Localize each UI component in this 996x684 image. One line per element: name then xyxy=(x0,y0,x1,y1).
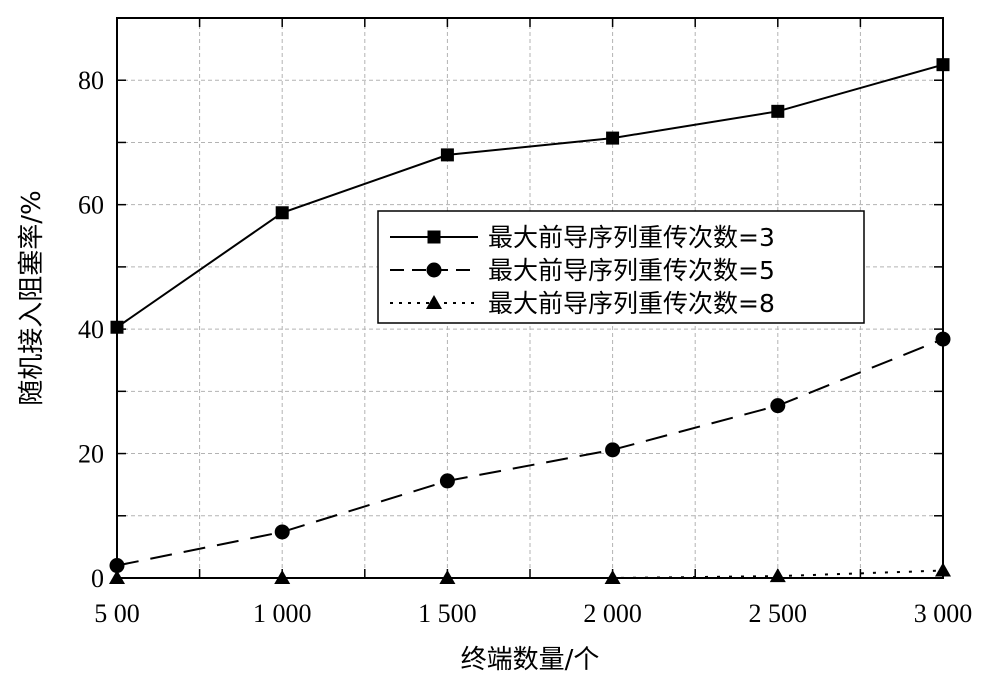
data-point-circle xyxy=(439,473,455,489)
y-tick-label: 60 xyxy=(78,191,104,220)
data-point-circle xyxy=(426,262,442,278)
data-point-triangle xyxy=(439,570,456,584)
data-point-square xyxy=(427,230,441,244)
series-2 xyxy=(109,331,951,574)
x-tick-label: 1 000 xyxy=(253,599,312,628)
y-tick-label: 80 xyxy=(78,66,104,95)
series-line xyxy=(116,63,944,329)
legend-entry-1: 最大前导序列重传次数=3 xyxy=(390,223,775,252)
x-tick-label: 2 000 xyxy=(583,599,642,628)
data-point-circle xyxy=(605,442,621,458)
data-point-square xyxy=(275,206,289,220)
data-point-triangle xyxy=(604,570,621,584)
legend-box xyxy=(377,210,865,324)
legend-entry-2: 最大前导序列重传次数=5 xyxy=(390,256,775,285)
y-tick-label: 40 xyxy=(78,315,104,344)
x-tick-label: 1 500 xyxy=(418,599,477,628)
data-point-circle xyxy=(935,331,951,347)
legend-label: 最大前导序列重传次数=8 xyxy=(488,289,775,318)
data-point-triangle xyxy=(426,295,442,309)
data-point-circle xyxy=(274,524,290,540)
data-point-triangle xyxy=(769,568,786,583)
legend-entry-3: 最大前导序列重传次数=8 xyxy=(390,289,775,318)
data-point-square xyxy=(606,131,620,145)
y-tick-label: 20 xyxy=(78,440,104,469)
series-1 xyxy=(110,58,950,334)
series-layer xyxy=(109,58,951,584)
data-point-triangle xyxy=(109,570,125,584)
legend: 最大前导序列重传次数=3 最大前导序列重传次数=5 最大前导序列重传次数=8 xyxy=(377,210,865,324)
x-tick-label: 3 000 xyxy=(914,599,973,628)
data-point-square xyxy=(936,58,950,72)
legend-label: 最大前导序列重传次数=3 xyxy=(488,223,775,252)
x-tick-label: 2 500 xyxy=(749,599,808,628)
y-axis-title: 随机接入阻塞率/% xyxy=(17,190,47,405)
data-point-circle xyxy=(770,398,786,414)
tick-labels: 5 00 1 000 1 500 2 000 2 500 3 000 0 20 40 60 80 xyxy=(78,66,972,628)
legend-label: 最大前导序列重传次数=5 xyxy=(488,256,775,285)
x-tick-label: 5 00 xyxy=(94,599,140,628)
y-tick-label: 0 xyxy=(91,564,104,593)
series-3 xyxy=(109,562,951,584)
data-point-triangle xyxy=(274,570,291,584)
data-point-triangle xyxy=(935,562,951,577)
data-point-circle xyxy=(109,558,125,574)
x-axis-title: 终端数量/个 xyxy=(461,645,600,675)
data-point-square xyxy=(110,320,124,334)
data-point-square xyxy=(440,148,454,162)
data-point-square xyxy=(771,104,785,118)
series-line xyxy=(116,338,944,567)
